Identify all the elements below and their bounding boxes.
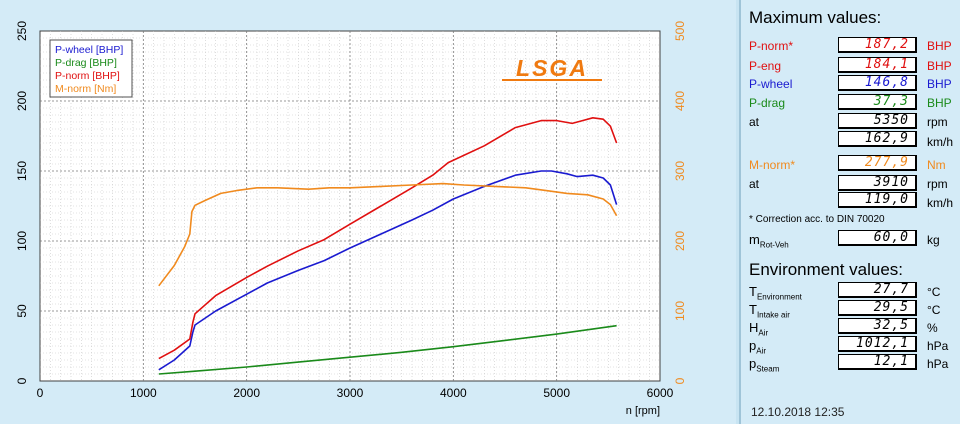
x-tick-label: 1000 — [130, 386, 157, 400]
series-line-p-norm — [158, 117, 618, 360]
x-tick-label: 6000 — [647, 386, 674, 400]
y-left-tick-label: 0 — [15, 377, 29, 384]
unit-p-norm: BHP — [927, 39, 952, 53]
unit-p-wheel: BHP — [927, 77, 952, 91]
unit-p-eng: BHP — [927, 59, 952, 73]
value-p-drag: 37,3 — [838, 94, 917, 110]
row-label-torque-at: at — [749, 177, 760, 191]
unit-power-speed: km/h — [927, 135, 954, 149]
value-p-norm: 187,2 — [838, 37, 917, 53]
value-h-air: 32,5 — [838, 318, 917, 334]
y-right-tick-label: 0 — [673, 377, 687, 384]
chart-panel: 0 1000 2000 3000 4000 5000 6000 n [rpm] 0 50 100 15… — [0, 0, 736, 424]
y-left-tick-label: 50 — [15, 304, 29, 318]
unit-torque-rpm: rpm — [927, 177, 948, 191]
legend-box — [49, 39, 133, 98]
row-label-p-eng: P-eng — [749, 59, 782, 73]
unit-power-rpm: rpm — [927, 115, 948, 129]
unit-m-norm: Nm — [927, 158, 946, 172]
y-right-tick-label: 500 — [673, 21, 687, 41]
unit-mass: kg — [927, 233, 940, 247]
y-left-tick-label: 250 — [15, 21, 29, 41]
legend-entry: P-norm [BHP] — [55, 70, 120, 82]
row-label-p-drag: P-drag — [749, 96, 786, 110]
y-left-tick-label: 150 — [15, 161, 29, 181]
value-m-norm: 277,9 — [838, 155, 917, 171]
lsga-logo: LSGA — [516, 55, 588, 81]
legend-entry: M-norm [Nm] — [55, 83, 116, 95]
row-label-p-wheel: P-wheel — [749, 77, 793, 91]
row-label-p-steam: pSteam — [749, 356, 780, 374]
legend-entry: P-wheel [BHP] — [55, 44, 123, 56]
y-right-tick-label: 100 — [673, 301, 687, 321]
value-p-wheel: 146,8 — [838, 75, 917, 91]
row-label-h-air: HAir — [749, 320, 769, 338]
row-label-t-intake: TIntake air — [749, 302, 790, 320]
unit-torque-speed: km/h — [927, 196, 954, 210]
x-tick-label: 4000 — [440, 386, 467, 400]
y-right-tick-label: 400 — [673, 91, 687, 111]
x-axis-label: n [rpm] — [626, 405, 660, 417]
unit-p-air: hPa — [927, 339, 949, 353]
y-left-tick-label: 200 — [15, 91, 29, 111]
row-label-m-norm: M-norm* — [749, 158, 796, 172]
y-left-tick-label: 100 — [15, 231, 29, 251]
legend-entry: P-drag [BHP] — [55, 57, 117, 69]
unit-p-drag: BHP — [927, 96, 952, 110]
value-power-rpm: 5350 — [838, 113, 917, 129]
unit-p-steam: hPa — [927, 357, 949, 371]
series-line-p-wheel — [158, 170, 618, 371]
x-tick-label: 0 — [37, 386, 44, 400]
value-power-speed: 162,9 — [838, 131, 917, 147]
value-t-env: 27,7 — [838, 282, 917, 298]
row-label-p-norm: P-norm* — [749, 39, 794, 53]
row-label-p-air: pAir — [749, 338, 767, 356]
row-label-mass: mRot-Veh — [749, 232, 789, 250]
value-p-steam: 12,1 — [838, 354, 917, 370]
row-label-power-at: at — [749, 115, 760, 129]
row-label-t-env: TEnvironment — [749, 284, 802, 302]
series-line-p-drag — [158, 324, 617, 375]
value-p-eng: 184,1 — [838, 57, 917, 73]
series-line-m-norm — [158, 182, 618, 287]
x-tick-label: 2000 — [233, 386, 260, 400]
value-t-intake: 29,5 — [838, 300, 917, 316]
y-right-tick-label: 300 — [673, 161, 687, 181]
value-p-air: 1012,1 — [838, 336, 917, 352]
value-torque-rpm: 3910 — [838, 175, 917, 191]
y-right-tick-label: 200 — [673, 231, 687, 251]
value-torque-speed: 119,0 — [838, 192, 917, 208]
value-mass: 60,0 — [838, 230, 917, 246]
measurement-datetime: 12.10.2018 12:35 — [751, 405, 845, 419]
values-panel: Maximum values: P-norm* 187,2 BHP P-eng … — [739, 0, 960, 424]
unit-t-intake: °C — [927, 303, 941, 317]
x-tick-label: 5000 — [543, 386, 570, 400]
env-values-title: Environment values: — [749, 260, 904, 279]
unit-h-air: % — [927, 321, 938, 335]
x-tick-label: 3000 — [337, 386, 364, 400]
max-values-title: Maximum values: — [749, 8, 882, 27]
correction-note: * Correction acc. to DIN 70020 — [749, 214, 885, 225]
unit-t-env: °C — [927, 285, 941, 299]
